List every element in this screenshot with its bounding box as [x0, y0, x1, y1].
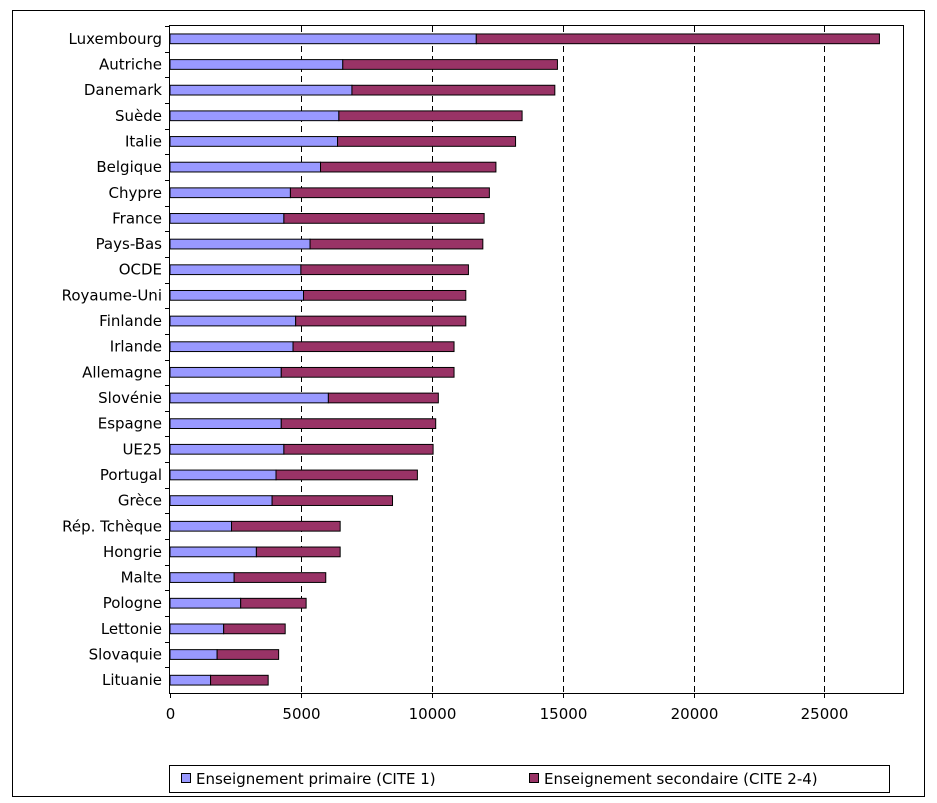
category-label: France — [112, 209, 162, 227]
legend-swatch-primaire — [181, 773, 191, 783]
bars — [169, 33, 880, 686]
bar-primaire — [169, 161, 322, 173]
bar-primaire — [169, 136, 339, 147]
category-label: Malte — [121, 569, 162, 587]
bar-secondaire — [231, 520, 341, 532]
category-label: Allemagne — [82, 363, 162, 381]
bar-secondaire — [475, 33, 880, 45]
bar-primaire — [169, 443, 285, 455]
category-label: Royaume-Uni — [62, 286, 162, 304]
bar-secondaire — [210, 674, 269, 686]
x-tick-label-15000: 15000 — [540, 705, 588, 723]
bar-primaire — [169, 59, 344, 70]
bar-primaire — [169, 84, 353, 96]
bar-secondaire — [309, 238, 484, 250]
bar-secondaire — [233, 572, 327, 583]
category-label: UE25 — [122, 440, 162, 458]
x-tick-label-25000: 25000 — [801, 705, 849, 723]
category-label: Pays-Bas — [96, 235, 163, 253]
x-tick-label-0: 0 — [166, 705, 176, 723]
bar-secondaire — [275, 469, 418, 481]
legend: Enseignement primaire (CITE 1) Enseignem… — [169, 765, 890, 793]
x-tick-label-20000: 20000 — [671, 705, 719, 723]
bar-primaire — [169, 238, 311, 250]
category-label: Finlande — [99, 312, 162, 330]
legend-label-secondaire: Enseignement secondaire (CITE 2-4) — [544, 770, 818, 788]
x-tick-label-5000: 5000 — [282, 705, 320, 723]
bar-primaire — [169, 546, 257, 558]
category-label: OCDE — [119, 261, 162, 279]
bar-secondaire — [338, 110, 523, 122]
bar-secondaire — [223, 623, 286, 635]
bar-secondaire — [283, 443, 434, 455]
category-label: Suède — [115, 107, 162, 125]
category-label: Espagne — [98, 415, 162, 433]
bar-primaire — [169, 315, 297, 327]
legend-swatch-secondaire — [529, 773, 539, 783]
category-label: Lituanie — [102, 671, 162, 689]
bar-primaire — [169, 495, 273, 506]
bar-primaire — [169, 520, 233, 532]
bar-secondaire — [327, 392, 439, 404]
bar-secondaire — [295, 315, 467, 327]
bar-secondaire — [216, 649, 280, 660]
bar-primaire — [169, 418, 282, 430]
bar-primaire — [169, 33, 477, 45]
bar-primaire — [169, 264, 302, 276]
bar-primaire — [169, 623, 225, 635]
bar-primaire — [169, 289, 305, 301]
category-label: Belgique — [96, 158, 162, 176]
category-label: Slovaquie — [89, 646, 162, 664]
category-label: Slovénie — [98, 389, 162, 407]
category-label: Pologne — [103, 594, 162, 612]
category-labels: Luxembourg Autriche Danemark Suède Italie Bel… — [62, 26, 170, 689]
legend-label-primaire: Enseignement primaire (CITE 1) — [196, 770, 436, 788]
bar-primaire — [169, 674, 212, 686]
bar-primaire — [169, 187, 291, 199]
category-label: Danemark — [84, 81, 162, 99]
bar-primaire — [169, 341, 294, 353]
bar-primaire — [169, 213, 285, 224]
plot-area — [169, 25, 904, 694]
bar-secondaire — [283, 213, 485, 224]
category-label: Portugal — [100, 466, 162, 484]
bar-primaire — [169, 572, 235, 583]
category-label: Lettonie — [101, 620, 162, 638]
bar-secondaire — [320, 161, 497, 173]
x-axis-ticks: 0 5000 10000 15000 20000 25000 — [166, 693, 849, 723]
bar-secondaire — [280, 366, 455, 378]
category-label: Chypre — [109, 184, 162, 202]
category-label: Italie — [125, 132, 162, 150]
bar-primaire — [169, 597, 242, 609]
category-label: Grèce — [118, 492, 162, 510]
bar-secondaire — [292, 341, 455, 353]
bar-primaire — [169, 110, 340, 122]
bar-secondaire — [280, 418, 437, 430]
bar-secondaire — [300, 264, 469, 276]
category-label: Autriche — [99, 55, 162, 73]
bar-secondaire — [303, 289, 467, 301]
bar-primaire — [169, 366, 282, 378]
bar-primaire — [169, 392, 329, 404]
category-label: Hongrie — [103, 543, 162, 561]
category-label: Luxembourg — [69, 30, 163, 48]
bar-secondaire — [342, 59, 558, 70]
category-label: Rép. Tchèque — [62, 517, 162, 535]
category-label: Irlande — [110, 338, 162, 356]
bar-primaire — [169, 649, 218, 660]
bar-primaire — [169, 469, 277, 481]
bar-secondaire — [255, 546, 341, 558]
bar-secondaire — [240, 597, 307, 609]
bar-secondaire — [337, 136, 517, 147]
bar-secondaire — [351, 84, 556, 96]
x-tick-label-10000: 10000 — [409, 705, 457, 723]
bar-secondaire — [289, 187, 490, 199]
bar-secondaire — [271, 495, 394, 506]
